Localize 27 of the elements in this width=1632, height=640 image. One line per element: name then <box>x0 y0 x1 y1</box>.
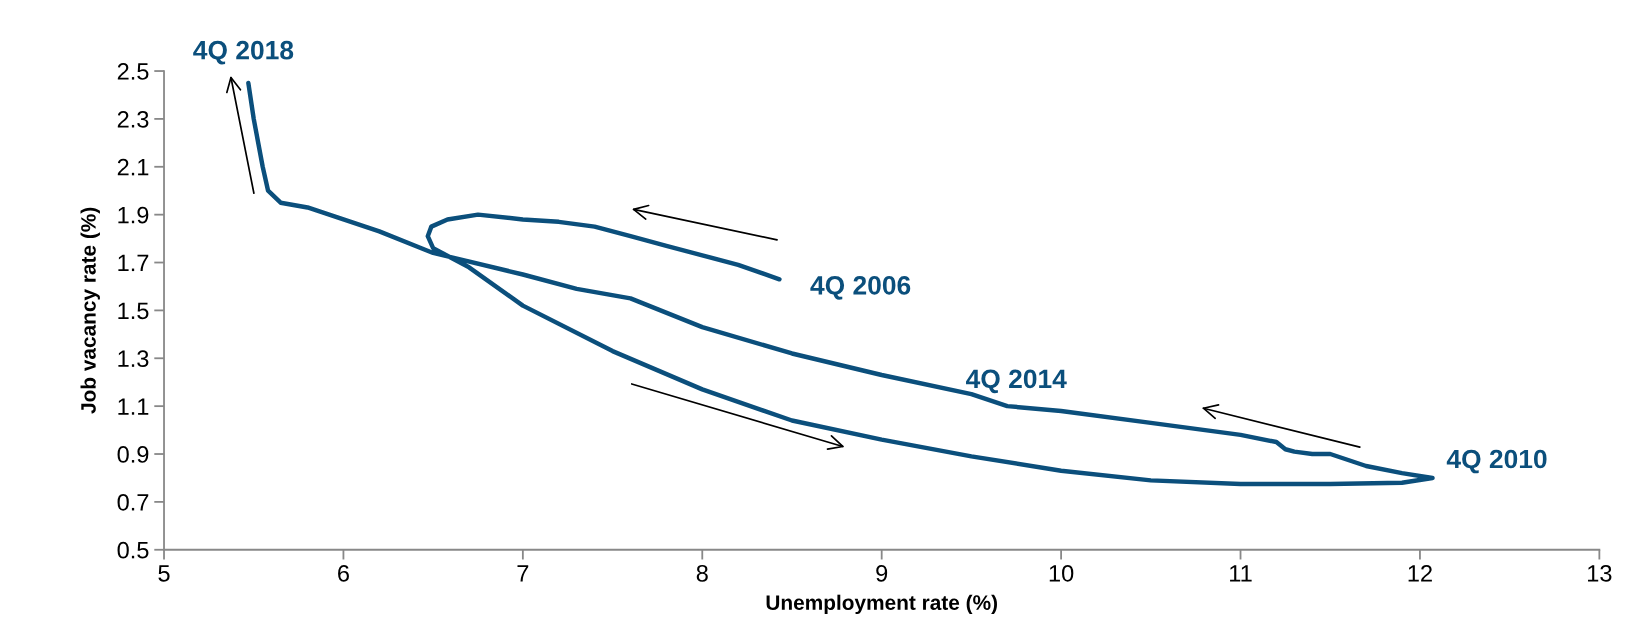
x-axis-title: Unemployment rate (%) <box>766 594 997 615</box>
y-tick-label: 2.3 <box>117 110 149 128</box>
annotation: 4Q 2014 <box>966 369 1067 394</box>
y-tick-label: 2.5 <box>117 63 149 80</box>
y-tick-label: 0.5 <box>117 541 149 559</box>
y-tick-label: 0.7 <box>117 493 149 511</box>
x-tick-label: 11 <box>1230 565 1252 582</box>
y-tick-label: 2.1 <box>117 158 149 176</box>
annotation: 4Q 2010 <box>1446 449 1547 474</box>
line-series <box>246 80 1435 487</box>
x-tick-label: 7 <box>517 565 529 582</box>
x-tick-label: 9 <box>876 564 888 582</box>
y-tick-label: 1.5 <box>118 302 149 320</box>
x-tick-label: 5 <box>158 565 170 582</box>
x-tick-label: 8 <box>696 564 708 582</box>
y-tick-label: 1.9 <box>118 206 149 224</box>
y-tick-label: 1.7 <box>118 254 149 272</box>
x-tick-label: 13 <box>1588 564 1612 582</box>
x-tick-label: 12 <box>1408 564 1432 582</box>
y-tick-label: 0.9 <box>117 446 149 463</box>
y-axis-title: Job vacancy rate (%) <box>80 207 100 414</box>
annotation: 4Q 2006 <box>810 276 911 300</box>
y-tick-label: 1.1 <box>118 398 149 415</box>
annotation: 4Q 2018 <box>193 40 294 65</box>
x-tick-label: 6 <box>338 564 349 582</box>
x-tick-label: 10 <box>1049 564 1074 582</box>
y-tick-label: 1.3 <box>118 350 149 368</box>
